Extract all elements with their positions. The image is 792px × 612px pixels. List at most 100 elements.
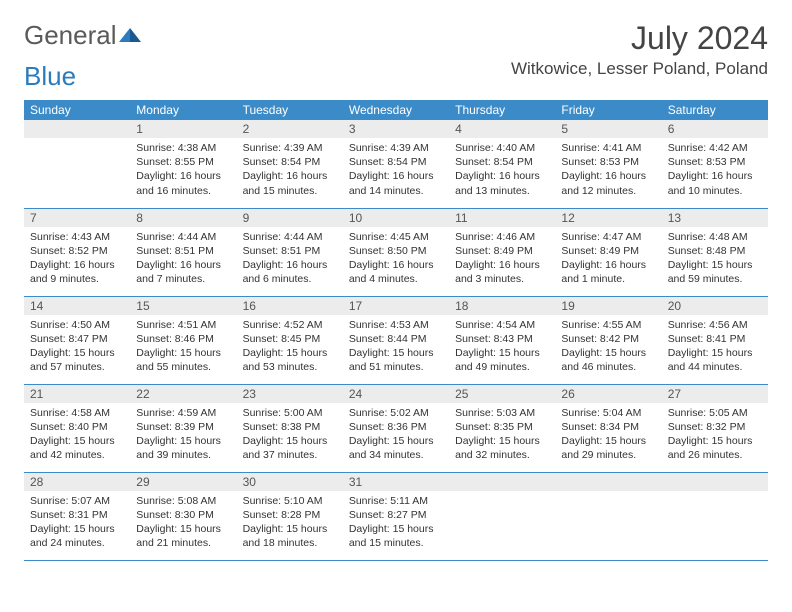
day-number: 20 (662, 297, 768, 315)
cell-line: Sunset: 8:53 PM (668, 155, 762, 169)
calendar-cell: 11Sunrise: 4:46 AMSunset: 8:49 PMDayligh… (449, 208, 555, 296)
cell-body: Sunrise: 4:59 AMSunset: 8:39 PMDaylight:… (130, 403, 236, 469)
calendar-cell: 3 Sunrise: 4:39 AMSunset: 8:54 PMDaylight… (343, 120, 449, 208)
calendar-cell: 2Sunrise: 4:39 AMSunset: 8:54 PMDaylight… (237, 120, 343, 208)
cell-line: Sunset: 8:44 PM (349, 332, 443, 346)
cell-line: Daylight: 16 hours and 16 minutes. (136, 169, 230, 197)
day-number: 10 (343, 209, 449, 227)
calendar-cell: 5Sunrise: 4:41 AMSunset: 8:53 PMDaylight… (555, 120, 661, 208)
calendar-row: 7Sunrise: 4:43 AMSunset: 8:52 PMDaylight… (24, 208, 768, 296)
day-number: 1 (130, 120, 236, 138)
calendar-cell: 14Sunrise: 4:50 AMSunset: 8:47 PMDayligh… (24, 296, 130, 384)
cell-line: Sunset: 8:54 PM (349, 155, 443, 169)
day-number: 9 (237, 209, 343, 227)
cell-body: Sunrise: 4:54 AMSunset: 8:43 PMDaylight:… (449, 315, 555, 381)
day-number: 27 (662, 385, 768, 403)
cell-line: Daylight: 15 hours and 55 minutes. (136, 346, 230, 374)
cell-line: Sunrise: 4:39 AM (243, 141, 337, 155)
cell-line: Sunrise: 5:00 AM (243, 406, 337, 420)
day-number: 23 (237, 385, 343, 403)
cell-line: Sunrise: 4:45 AM (349, 230, 443, 244)
cell-line: Sunrise: 5:07 AM (30, 494, 124, 508)
cell-line: Sunrise: 4:39 AM (349, 141, 443, 155)
calendar-row: 21Sunrise: 4:58 AMSunset: 8:40 PMDayligh… (24, 384, 768, 472)
cell-body: Sunrise: 5:04 AMSunset: 8:34 PMDaylight:… (555, 403, 661, 469)
day-header: Saturday (662, 100, 768, 120)
cell-line: Sunset: 8:32 PM (668, 420, 762, 434)
cell-line: Daylight: 15 hours and 44 minutes. (668, 346, 762, 374)
cell-line: Daylight: 16 hours and 1 minute. (561, 258, 655, 286)
cell-line: Daylight: 15 hours and 57 minutes. (30, 346, 124, 374)
cell-body: Sunrise: 5:10 AMSunset: 8:28 PMDaylight:… (237, 491, 343, 557)
cell-line: Sunrise: 4:44 AM (243, 230, 337, 244)
cell-body: Sunrise: 4:47 AMSunset: 8:49 PMDaylight:… (555, 227, 661, 293)
cell-line: Daylight: 15 hours and 39 minutes. (136, 434, 230, 462)
cell-body: Sunrise: 4:40 AMSunset: 8:54 PMDaylight:… (449, 138, 555, 204)
cell-line: Sunset: 8:47 PM (30, 332, 124, 346)
day-number: 12 (555, 209, 661, 227)
cell-line: Sunrise: 5:04 AM (561, 406, 655, 420)
day-number: 3 (343, 120, 449, 138)
day-number: 7 (24, 209, 130, 227)
calendar-cell: 22Sunrise: 4:59 AMSunset: 8:39 PMDayligh… (130, 384, 236, 472)
calendar-cell (24, 120, 130, 208)
cell-line: Daylight: 15 hours and 59 minutes. (668, 258, 762, 286)
cell-line: Sunset: 8:45 PM (243, 332, 337, 346)
cell-line: Daylight: 16 hours and 14 minutes. (349, 169, 443, 197)
cell-line: Sunrise: 4:54 AM (455, 318, 549, 332)
cell-line: Sunrise: 4:47 AM (561, 230, 655, 244)
cell-body: Sunrise: 5:05 AMSunset: 8:32 PMDaylight:… (662, 403, 768, 469)
cell-line: Sunset: 8:54 PM (243, 155, 337, 169)
cell-line: Sunrise: 5:02 AM (349, 406, 443, 420)
cell-line: Sunset: 8:49 PM (455, 244, 549, 258)
day-number (24, 120, 130, 138)
day-number: 11 (449, 209, 555, 227)
cell-line: Sunset: 8:27 PM (349, 508, 443, 522)
cell-body: Sunrise: 5:07 AMSunset: 8:31 PMDaylight:… (24, 491, 130, 557)
cell-body: Sunrise: 4:38 AMSunset: 8:55 PMDaylight:… (130, 138, 236, 204)
day-number (555, 473, 661, 491)
cell-body: Sunrise: 4:50 AMSunset: 8:47 PMDaylight:… (24, 315, 130, 381)
cell-body: Sunrise: 4:45 AMSunset: 8:50 PMDaylight:… (343, 227, 449, 293)
cell-body: Sunrise: 4:46 AMSunset: 8:49 PMDaylight:… (449, 227, 555, 293)
cell-line: Sunset: 8:43 PM (455, 332, 549, 346)
cell-line: Sunset: 8:35 PM (455, 420, 549, 434)
calendar-cell: 28Sunrise: 5:07 AMSunset: 8:31 PMDayligh… (24, 472, 130, 560)
calendar-cell (449, 472, 555, 560)
calendar-cell: 8Sunrise: 4:44 AMSunset: 8:51 PMDaylight… (130, 208, 236, 296)
cell-line: Sunset: 8:39 PM (136, 420, 230, 434)
cell-line: Sunrise: 4:59 AM (136, 406, 230, 420)
cell-line: Sunset: 8:31 PM (30, 508, 124, 522)
cell-line: Daylight: 16 hours and 4 minutes. (349, 258, 443, 286)
cell-line: Sunrise: 4:44 AM (136, 230, 230, 244)
cell-line: Sunrise: 4:46 AM (455, 230, 549, 244)
cell-body: Sunrise: 4:44 AMSunset: 8:51 PMDaylight:… (237, 227, 343, 293)
cell-line: Sunrise: 4:41 AM (561, 141, 655, 155)
calendar-cell: 23Sunrise: 5:00 AMSunset: 8:38 PMDayligh… (237, 384, 343, 472)
calendar-cell: 7Sunrise: 4:43 AMSunset: 8:52 PMDaylight… (24, 208, 130, 296)
calendar-cell: 10Sunrise: 4:45 AMSunset: 8:50 PMDayligh… (343, 208, 449, 296)
day-header-row: Sunday Monday Tuesday Wednesday Thursday… (24, 100, 768, 120)
day-header: Sunday (24, 100, 130, 120)
calendar-cell: 30Sunrise: 5:10 AMSunset: 8:28 PMDayligh… (237, 472, 343, 560)
logo: General (24, 20, 144, 51)
cell-line: Sunrise: 4:51 AM (136, 318, 230, 332)
calendar-cell: 25Sunrise: 5:03 AMSunset: 8:35 PMDayligh… (449, 384, 555, 472)
cell-line: Sunset: 8:49 PM (561, 244, 655, 258)
cell-line: Sunset: 8:46 PM (136, 332, 230, 346)
day-number: 5 (555, 120, 661, 138)
cell-line: Sunset: 8:34 PM (561, 420, 655, 434)
cell-line: Sunset: 8:28 PM (243, 508, 337, 522)
calendar-cell: 31Sunrise: 5:11 AMSunset: 8:27 PMDayligh… (343, 472, 449, 560)
cell-line: Daylight: 15 hours and 42 minutes. (30, 434, 124, 462)
cell-line: Sunset: 8:55 PM (136, 155, 230, 169)
cell-body: Sunrise: 4:44 AMSunset: 8:51 PMDaylight:… (130, 227, 236, 293)
cell-line: Sunset: 8:30 PM (136, 508, 230, 522)
day-number: 16 (237, 297, 343, 315)
calendar-cell: 16Sunrise: 4:52 AMSunset: 8:45 PMDayligh… (237, 296, 343, 384)
calendar-cell: 19Sunrise: 4:55 AMSunset: 8:42 PMDayligh… (555, 296, 661, 384)
cell-body: Sunrise: 4:39 AMSunset: 8:54 PMDaylight:… (237, 138, 343, 204)
day-number: 22 (130, 385, 236, 403)
calendar-cell (662, 472, 768, 560)
cell-body: Sunrise: 5:02 AMSunset: 8:36 PMDaylight:… (343, 403, 449, 469)
